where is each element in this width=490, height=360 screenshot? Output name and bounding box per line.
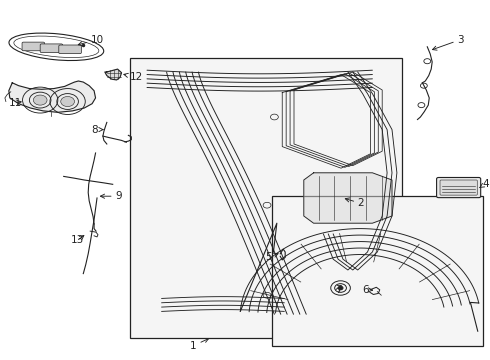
Text: 1: 1 (190, 338, 209, 351)
Text: 5: 5 (265, 252, 278, 262)
Text: 13: 13 (71, 235, 84, 246)
Text: 8: 8 (91, 125, 103, 135)
Text: 12: 12 (124, 72, 143, 82)
Polygon shape (304, 173, 392, 223)
Polygon shape (105, 69, 122, 80)
Text: 9: 9 (100, 191, 122, 201)
Text: 2: 2 (345, 198, 365, 208)
FancyBboxPatch shape (440, 180, 477, 195)
Circle shape (61, 96, 74, 107)
Text: 11: 11 (9, 98, 22, 108)
Circle shape (33, 95, 47, 105)
Text: 10: 10 (78, 35, 104, 46)
Text: 6: 6 (363, 285, 372, 295)
Text: 7: 7 (335, 285, 342, 295)
Polygon shape (9, 81, 96, 112)
FancyBboxPatch shape (59, 45, 81, 54)
Text: 4: 4 (480, 179, 490, 189)
Bar (272, 196, 483, 346)
Text: 3: 3 (433, 35, 464, 50)
FancyBboxPatch shape (437, 177, 481, 198)
Circle shape (338, 286, 343, 290)
Bar (130, 58, 402, 338)
FancyBboxPatch shape (22, 42, 45, 51)
FancyBboxPatch shape (40, 44, 63, 53)
